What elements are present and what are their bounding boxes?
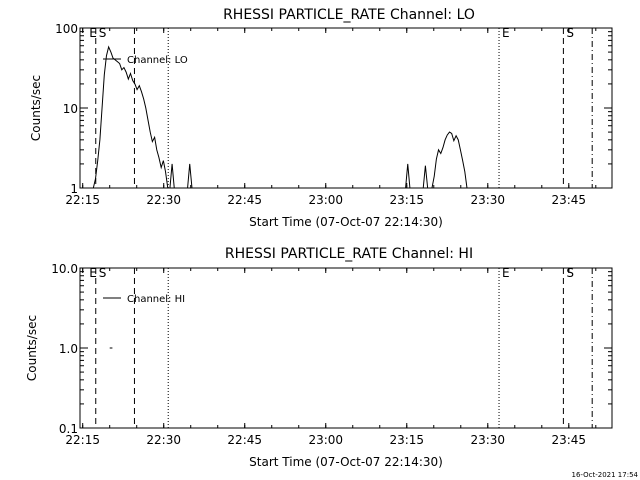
x-tick-label: 22:15 <box>65 193 100 207</box>
x-tick-label: 23:30 <box>470 433 505 447</box>
y-tick-label: 10 <box>63 102 78 116</box>
x-tick-label: 23:15 <box>389 193 424 207</box>
series-line-segment <box>169 163 175 189</box>
event-marker-label: S <box>566 266 574 280</box>
footer-timestamp: 16-Oct-2021 17:54 <box>572 471 639 479</box>
series-layer <box>92 45 468 189</box>
x-tick-label: 23:00 <box>308 433 343 447</box>
chart-panel-hi: RHESSI PARTICLE_RATE Channel: HI Start T… <box>25 246 613 469</box>
y-tick-label: 1.0 <box>59 342 78 356</box>
series-line-segment <box>187 163 193 189</box>
x-tick-label: 23:45 <box>551 193 586 207</box>
event-marker-label: E <box>89 266 97 280</box>
x-axis-label: Start Time (07-Oct-07 22:14:30) <box>249 215 443 229</box>
x-tick-label: 22:30 <box>146 433 181 447</box>
legend-label: Channel: HI <box>127 294 185 305</box>
series-line-segment <box>405 163 411 189</box>
series-line-segment <box>431 131 468 189</box>
series-line-segment <box>92 45 169 189</box>
event-marker-label: S <box>566 26 574 40</box>
x-tick-label: 23:30 <box>470 193 505 207</box>
tick-layer: 22:15 22:30 22:45 23:00 23:15 23:30 23:45 0.1 1.… <box>51 262 612 447</box>
event-marker-label: E <box>502 266 510 280</box>
x-tick-label: 23:15 <box>389 433 424 447</box>
chart-title: RHESSI PARTICLE_RATE Channel: HI <box>225 246 473 262</box>
event-marker-label: S <box>99 266 107 280</box>
x-tick-label: 23:45 <box>551 433 586 447</box>
event-marker-label: E <box>89 26 97 40</box>
x-tick-label: 22:45 <box>227 433 262 447</box>
x-tick-label: 22:30 <box>146 193 181 207</box>
event-marker-label: E <box>502 26 510 40</box>
x-tick-label: 23:00 <box>308 193 343 207</box>
chart-title: RHESSI PARTICLE_RATE Channel: LO <box>223 7 475 23</box>
chart-panel-lo: RHESSI PARTICLE_RATE Channel: LO Start T… <box>29 7 613 229</box>
legend-label: Channel: LO <box>127 55 188 66</box>
plot-frame <box>79 27 613 189</box>
tick-layer: 22:15 22:30 22:45 23:00 23:15 23:30 23:45 1 10 10… <box>55 22 612 207</box>
y-tick-label: 100 <box>55 22 78 36</box>
x-tick-label: 22:15 <box>65 433 100 447</box>
plot-frame <box>79 267 613 429</box>
x-tick-label: 22:45 <box>227 193 262 207</box>
y-tick-label: 10.0 <box>51 262 78 276</box>
y-axis-label: Counts/sec <box>25 315 39 381</box>
x-axis-label: Start Time (07-Oct-07 22:14:30) <box>249 455 443 469</box>
event-marker-label: S <box>99 26 107 40</box>
y-axis-label: Counts/sec <box>29 75 43 141</box>
y-tick-label: 1 <box>70 182 78 196</box>
y-tick-label: 0.1 <box>59 422 78 436</box>
series-line-segment <box>422 165 429 189</box>
